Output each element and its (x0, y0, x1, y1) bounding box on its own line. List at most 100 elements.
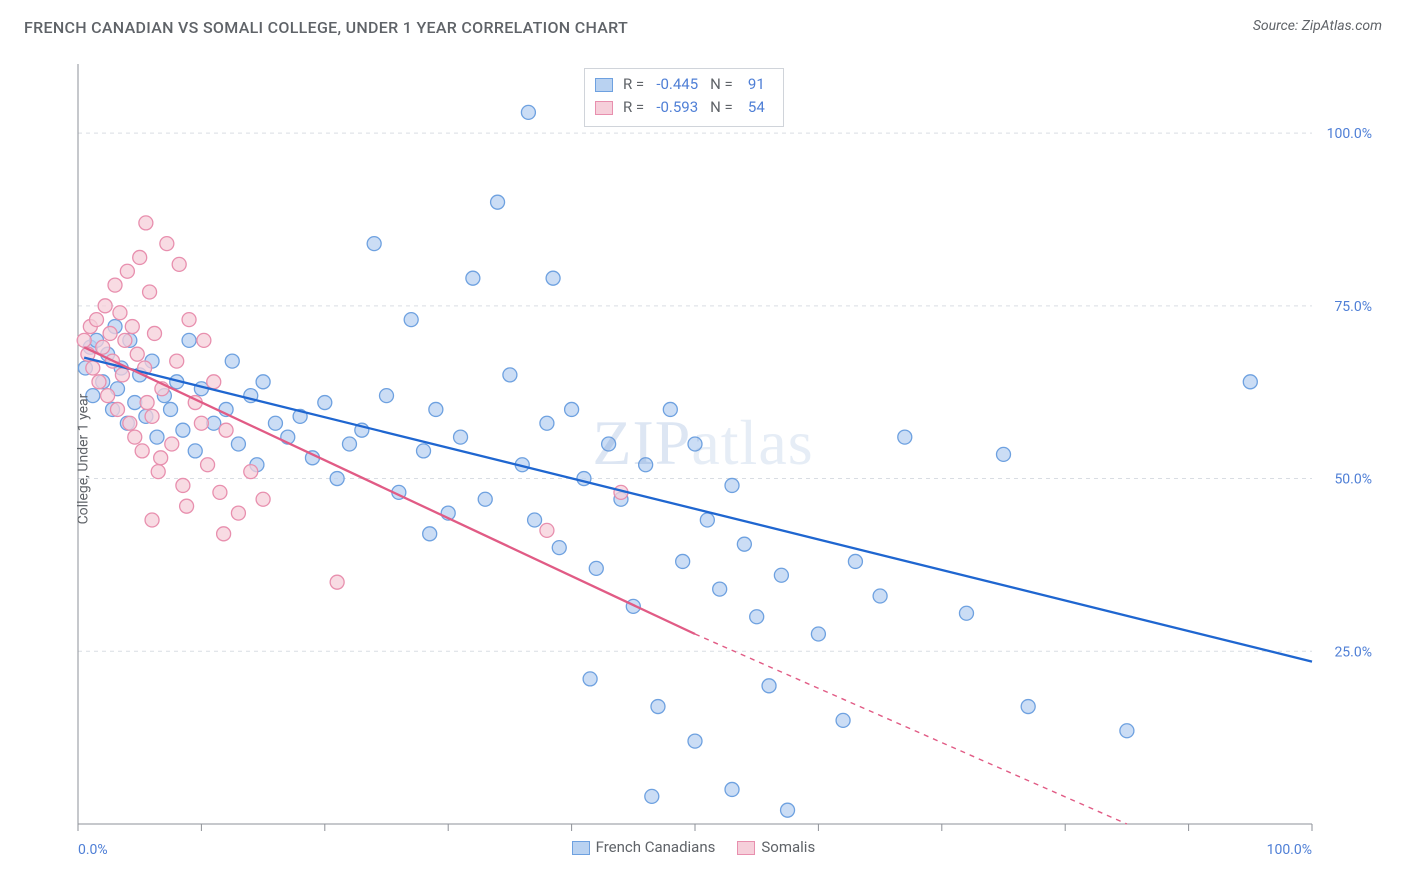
data-point (180, 499, 194, 513)
data-point (268, 416, 282, 430)
legend-swatch (572, 841, 590, 855)
data-point (231, 437, 245, 451)
legend-label: French Canadians (596, 838, 716, 856)
data-point (589, 561, 603, 575)
data-point (225, 354, 239, 368)
data-point (207, 375, 221, 389)
data-point (565, 402, 579, 416)
data-point (182, 313, 196, 327)
data-point (150, 430, 164, 444)
data-point (231, 506, 245, 520)
data-point (836, 713, 850, 727)
data-point (750, 610, 764, 624)
stat-value: -0.445 (646, 73, 698, 96)
data-point (583, 672, 597, 686)
data-point (737, 537, 751, 551)
x-tick-label: 0.0% (78, 842, 108, 858)
y-tick-label: 50.0% (1334, 472, 1372, 488)
stat-key: R = (623, 75, 644, 93)
data-point (503, 368, 517, 382)
data-point (811, 627, 825, 641)
data-point (108, 278, 122, 292)
data-point (478, 492, 492, 506)
data-point (663, 402, 677, 416)
data-point (330, 575, 344, 589)
data-point (330, 472, 344, 486)
y-tick-label: 25.0% (1334, 644, 1372, 660)
data-point (688, 734, 702, 748)
data-point (997, 447, 1011, 461)
data-point (139, 216, 153, 230)
data-point (700, 513, 714, 527)
data-point (143, 285, 157, 299)
data-point (170, 354, 184, 368)
data-point (154, 451, 168, 465)
data-point (160, 237, 174, 251)
data-point (688, 437, 702, 451)
legend: French Canadians Somalis (572, 838, 838, 856)
data-point (342, 437, 356, 451)
data-point (130, 347, 144, 361)
correlation-stats-box: R =-0.445N =91R =-0.593N =54 (584, 68, 784, 127)
data-point (77, 333, 91, 347)
data-point (172, 257, 186, 271)
data-point (848, 554, 862, 568)
chart-title: FRENCH CANADIAN VS SOMALI COLLEGE, UNDER… (24, 18, 628, 37)
data-point (552, 541, 566, 555)
data-point (128, 430, 142, 444)
stat-value: 54 (735, 96, 765, 119)
data-point (86, 361, 100, 375)
data-point (639, 458, 653, 472)
data-point (602, 437, 616, 451)
data-point (244, 465, 258, 479)
data-point (164, 402, 178, 416)
y-tick-label: 75.0% (1334, 299, 1372, 315)
stat-value: -0.593 (646, 96, 698, 119)
legend-item: French Canadians (572, 838, 716, 856)
trend-line-ext (695, 634, 1127, 824)
data-point (135, 444, 149, 458)
data-point (774, 568, 788, 582)
data-point (120, 264, 134, 278)
data-point (194, 416, 208, 430)
data-point (367, 237, 381, 251)
x-tick-label: 100.0% (1267, 842, 1312, 858)
data-point (103, 326, 117, 340)
source-attribution: Source: ZipAtlas.com (1253, 18, 1382, 34)
legend-swatch (595, 101, 613, 115)
data-point (140, 396, 154, 410)
y-tick-label: 100.0% (1327, 126, 1372, 142)
data-point (176, 423, 190, 437)
trend-line (84, 358, 1312, 662)
data-point (256, 492, 270, 506)
data-point (540, 523, 554, 537)
data-point (380, 389, 394, 403)
data-point (118, 333, 132, 347)
stat-key: R = (623, 98, 644, 116)
data-point (423, 527, 437, 541)
data-point (197, 333, 211, 347)
data-point (762, 679, 776, 693)
data-point (165, 437, 179, 451)
chart-container: College, Under 1 year 25.0%50.0%75.0%100… (24, 50, 1382, 868)
data-point (176, 478, 190, 492)
scatter-plot: 25.0% 50.0% 75.0% 100.0% 0.0% 100.0% (24, 50, 1382, 868)
data-point (98, 299, 112, 313)
data-point (959, 606, 973, 620)
data-point (466, 271, 480, 285)
data-point (725, 478, 739, 492)
data-point (540, 416, 554, 430)
data-point (110, 402, 124, 416)
data-point (256, 375, 270, 389)
data-point (151, 465, 165, 479)
data-point (123, 416, 137, 430)
data-point (90, 313, 104, 327)
data-point (491, 195, 505, 209)
stats-row: R =-0.593N =54 (595, 96, 773, 119)
data-point (188, 444, 202, 458)
legend-label: Somalis (761, 838, 815, 856)
data-point (645, 789, 659, 803)
stat-key: N = (710, 75, 733, 93)
data-point (429, 402, 443, 416)
data-point (1021, 700, 1035, 714)
